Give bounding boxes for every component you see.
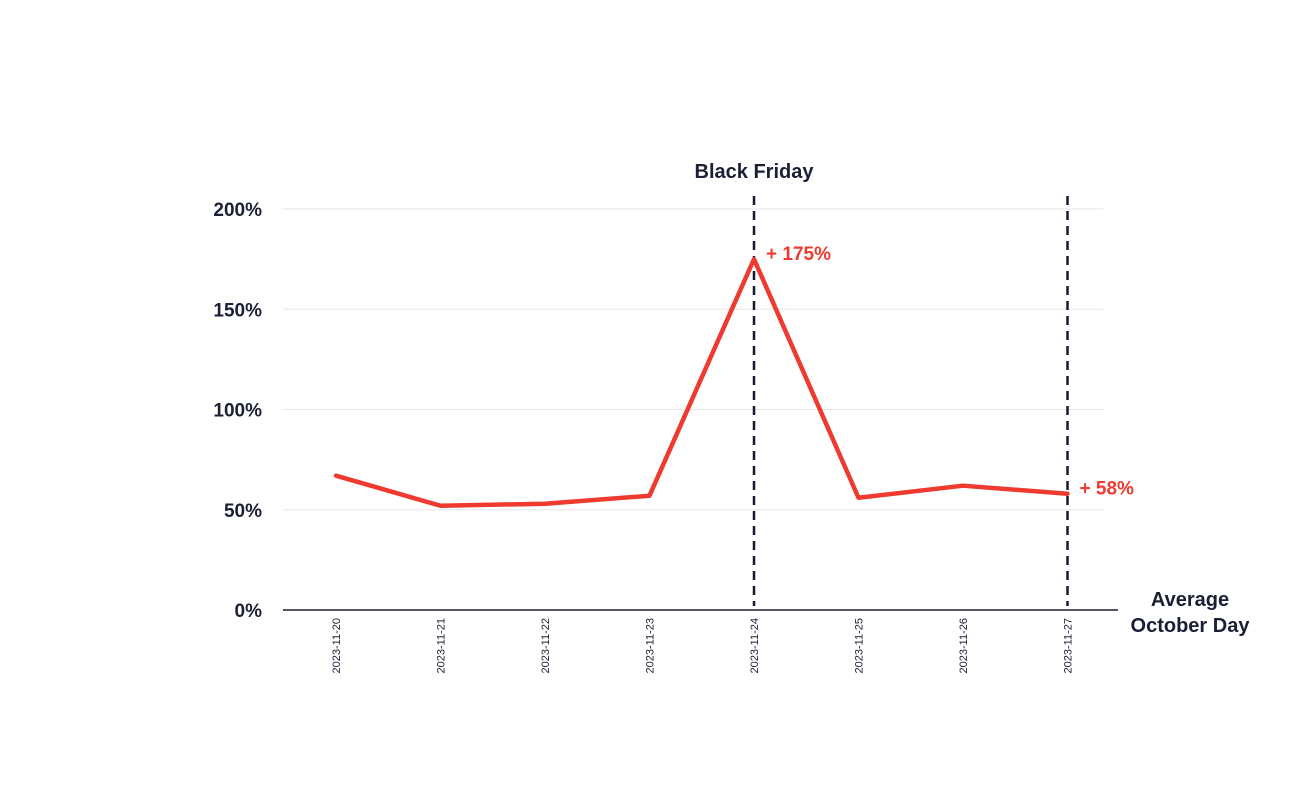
x-tick-label: 2023-11-24 [749, 618, 761, 673]
x-tick-label: 2023-11-27 [1063, 618, 1075, 673]
x-tick-label: 2023-11-23 [645, 618, 657, 673]
data-label: + 175% [766, 244, 831, 265]
series-layer [333, 256, 1070, 508]
x-tick-label: 2023-11-26 [958, 618, 970, 673]
x-axis-title-line: October Day [1131, 615, 1251, 637]
x-tick-label: 2023-11-20 [331, 618, 343, 673]
data-label: + 58% [1080, 479, 1135, 500]
event-label: Black Friday [695, 161, 815, 183]
y-tick-label: 150% [213, 300, 262, 321]
x-tick-label: 2023-11-22 [540, 618, 552, 673]
gridlines [283, 208, 1103, 511]
y-tick-label: 0% [235, 601, 263, 622]
x-axis-ticks: 2023-11-20 2023-11-21 2023-11-22 2023-11-23… [331, 618, 1075, 673]
reference-lines: Black Friday [695, 161, 1069, 606]
y-tick-label: 200% [213, 200, 262, 221]
y-axis-ticks: 0% 50% 100% 150% 200% [213, 200, 262, 622]
annotations: + 175% + 58% [766, 244, 1134, 500]
x-axis-title-line: Average [1151, 589, 1229, 611]
series-line [333, 256, 1070, 508]
y-tick-label: 50% [224, 501, 262, 522]
y-tick-label: 100% [213, 401, 262, 422]
x-tick-label: 2023-11-21 [436, 618, 448, 673]
x-axis-title: Average October Day [1131, 589, 1251, 637]
x-tick-label: 2023-11-25 [854, 618, 866, 673]
